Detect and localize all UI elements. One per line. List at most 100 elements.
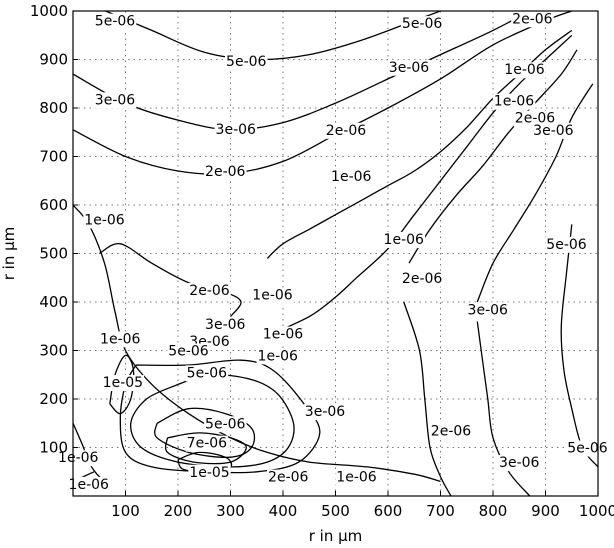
contour-label: 3e-06 — [533, 123, 573, 139]
contour-line-2e-06 — [98, 243, 242, 318]
contour-label-bg — [324, 122, 368, 139]
contour-labels: 5e-06 5e-06 5e-06 2e-06 3e-06 3e-06 3e-06 1e-06… — [57, 11, 609, 493]
contour-label-bg — [256, 348, 300, 365]
contour-label: 3e-06 — [216, 122, 256, 138]
contour-label: 7e-06 — [187, 436, 227, 452]
contour-label-bg — [57, 450, 100, 467]
contour-label-bg — [335, 469, 378, 486]
contour-label: 5e-06 — [205, 416, 245, 432]
contour-line-5e-06 — [105, 11, 441, 61]
contour-line-2e-06 — [73, 11, 573, 175]
contour-label-bg — [225, 53, 268, 70]
contour-label: 1e-06 — [258, 348, 298, 364]
contour-label: 5e-06 — [168, 344, 208, 360]
contour-label-bg — [261, 326, 305, 343]
contour-label: 5e-06 — [95, 14, 135, 30]
contour-label-bg — [400, 16, 444, 33]
x-tick-label: 400 — [269, 502, 298, 520]
contour-label: 5e-06 — [226, 54, 266, 70]
contour-label-bg — [188, 282, 231, 299]
contour-label: 5e-06 — [187, 365, 227, 381]
y-tick-label: 100 — [39, 439, 68, 457]
contour-line-3e-06 — [130, 373, 295, 468]
y-axis-ticks: 100 200 300 400 500 600 700 800 900 1000 — [30, 2, 78, 457]
contour-label: 1e-06 — [504, 62, 544, 78]
y-tick-label: 500 — [39, 245, 68, 263]
contour-label-bg — [503, 62, 546, 79]
contour-label-bg — [251, 287, 294, 304]
contour-label: 2e-06 — [189, 283, 229, 299]
contour-line-2e-06 — [119, 359, 321, 474]
y-tick-label: 600 — [39, 196, 68, 214]
contour-label: 1e-06 — [84, 213, 124, 229]
contour-label-bg — [99, 331, 142, 348]
contour-label: 2e-06 — [431, 424, 471, 440]
contour-label: 1e-06 — [336, 470, 376, 486]
contour-label-bg — [429, 423, 473, 440]
contour-label-bg — [93, 92, 137, 109]
grid — [73, 11, 598, 496]
contour-label-bg — [466, 302, 510, 319]
contour-line-5e-06 — [154, 407, 256, 459]
contour-label: 1e-05 — [189, 465, 229, 481]
contour-label: 1e-06 — [58, 450, 98, 466]
contour-label-bg — [330, 168, 373, 185]
y-tick-label: 400 — [39, 293, 68, 311]
contour-label: 2e-06 — [326, 123, 366, 139]
contour-label-bg — [185, 365, 229, 382]
contour-line-3e-06 — [476, 321, 531, 496]
contour-label: 1e-06 — [100, 331, 140, 347]
x-axis-ticks: 100 200 300 400 500 600 700 800 900 1000 — [111, 491, 614, 520]
x-tick-label: 200 — [164, 502, 193, 520]
contour-label-bg — [167, 343, 210, 360]
y-tick-label: 200 — [39, 390, 68, 408]
x-axis-label: r in μm — [309, 527, 363, 545]
contour-label: 2e-06 — [268, 470, 308, 486]
contour-label-bg — [400, 270, 444, 287]
contour-label: 2e-06 — [205, 164, 245, 180]
contour-label-bg — [83, 212, 126, 229]
contour-label-bg — [204, 316, 247, 333]
x-tick-label: 300 — [216, 502, 245, 520]
contour-label-bg — [303, 404, 347, 421]
contour-label: 1e-06 — [263, 327, 303, 343]
contour-label-bg — [204, 164, 247, 181]
contour-line-1e-06 — [267, 34, 573, 337]
y-tick-label: 700 — [39, 148, 68, 166]
x-tick-label: 800 — [479, 502, 508, 520]
contour-line-2e-06 — [403, 301, 452, 496]
x-tick-label: 700 — [426, 502, 455, 520]
contour-line-5e-06 — [560, 224, 598, 468]
contour-label: 3e-06 — [95, 92, 135, 108]
contour-label-bg — [185, 435, 229, 452]
contour-label: 5e-06 — [402, 16, 442, 32]
contour-label: 5e-06 — [546, 237, 586, 253]
y-tick-label: 900 — [39, 51, 68, 69]
contour-label: 3e-06 — [499, 455, 539, 471]
contour-label: 3e-06 — [468, 302, 508, 318]
contour-label: 1e-06 — [331, 169, 371, 185]
y-tick-label: 300 — [39, 342, 68, 360]
contour-label: 1e-06 — [494, 94, 534, 110]
contour-label: 3e-06 — [389, 60, 429, 76]
contour-label-bg — [498, 455, 541, 472]
contour-label: 1e-06 — [384, 232, 424, 248]
contour-label-bg — [513, 110, 557, 127]
contour-label: 1e-06 — [69, 477, 109, 493]
contour-label: 2e-06 — [512, 11, 552, 27]
contour-label-bg — [188, 464, 231, 481]
contour-label-bg — [214, 121, 258, 138]
contour-label: 2e-06 — [402, 271, 442, 287]
x-tick-label: 100 — [111, 502, 140, 520]
contour-label-bg — [267, 469, 310, 486]
contour-label: 3e-06 — [205, 317, 245, 333]
contour-label-bg — [93, 13, 137, 30]
contour-label-bg — [382, 231, 426, 248]
contour-label-bg — [492, 93, 536, 110]
contour-line-1e-06 — [73, 204, 441, 483]
y-tick-label: 1000 — [30, 2, 68, 20]
x-tick-label: 1000 — [579, 502, 614, 520]
contour-label-bg — [511, 11, 554, 28]
contour-label-bg — [101, 375, 145, 392]
